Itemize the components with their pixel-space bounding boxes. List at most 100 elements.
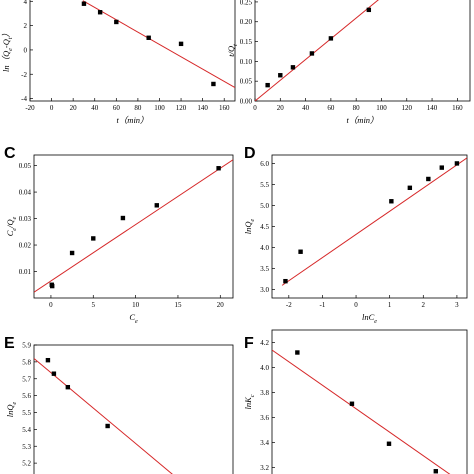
- y-axis-label: lnQe: [243, 218, 256, 234]
- y-tick-label: 5.0: [260, 202, 269, 210]
- data-point: [45, 357, 51, 363]
- y-tick-label: 5.6: [22, 392, 31, 400]
- data-point: [114, 19, 119, 25]
- panel-letter: C: [4, 145, 16, 162]
- panel-letter: E: [4, 335, 15, 352]
- x-tick-label: 60: [113, 104, 121, 112]
- plot-frame: [33, 154, 234, 299]
- data-point: [216, 166, 221, 171]
- data-point: [178, 41, 184, 47]
- x-tick-label: 60: [327, 104, 335, 112]
- y-tick-label: 0.05: [19, 162, 32, 170]
- data-point: [328, 36, 334, 41]
- x-tick-label: 0: [49, 301, 53, 309]
- y-tick-label: -2: [21, 71, 27, 79]
- data-point: [349, 401, 355, 406]
- x-tick-label: 10: [132, 301, 140, 309]
- y-tick-label: 0.25: [240, 0, 253, 6]
- fit-line: [34, 358, 173, 474]
- data-point: [407, 185, 413, 191]
- x-axis-label: lnCe: [362, 312, 377, 325]
- y-tick-label: 5.9: [22, 342, 31, 350]
- y-tick-label: 0.04: [19, 189, 32, 197]
- chart-panel-4: 3.0 3.5 4.0 4.5 5.0 5.5 6.0 -2 -1 0 1 2 3 lnCe lnQe D: [243, 145, 468, 325]
- y-tick-label: 0: [24, 46, 28, 54]
- data-point: [265, 82, 270, 88]
- x-tick-label: 100: [376, 104, 387, 112]
- x-tick-label: 120: [176, 104, 187, 112]
- data-point: [426, 176, 431, 182]
- data-point: [69, 250, 75, 256]
- data-point: [154, 203, 159, 208]
- y-tick-label: 5.4: [22, 426, 31, 434]
- x-tick-label: 2: [422, 301, 426, 309]
- y-tick-label: 5.8: [22, 358, 31, 366]
- x-tick-label: 20: [277, 104, 285, 112]
- x-tick-label: 0: [50, 104, 54, 112]
- fit-line: [82, 0, 235, 89]
- x-tick-label: 0: [253, 104, 257, 112]
- plot-data: [281, 157, 467, 286]
- x-tick-label: 80: [134, 104, 142, 112]
- y-tick-label: 3.6: [260, 414, 269, 422]
- x-tick-label: 15: [174, 301, 182, 309]
- data-point: [91, 236, 96, 241]
- y-tick-label: 3.2: [260, 464, 269, 472]
- y-tick-label: 5.5: [22, 409, 31, 417]
- data-point: [120, 215, 126, 221]
- y-axis-label: Ce/Qe: [5, 216, 18, 236]
- x-tick-label: 5: [92, 301, 96, 309]
- chart-panel-2: 0.00 0.05 0.10 0.15 0.20 0.25 0 20 40 60 80 100 120 1…: [226, 0, 471, 125]
- data-point: [389, 199, 394, 204]
- y-tick-label: 5.7: [22, 375, 31, 383]
- fit-line: [255, 0, 379, 101]
- y-tick-label: 0.10: [240, 58, 253, 66]
- plot-data: [34, 159, 233, 293]
- panel-letter: F: [244, 335, 254, 352]
- y-tick-label: 0.02: [19, 242, 32, 250]
- data-point: [309, 51, 315, 56]
- x-tick-label: 160: [219, 104, 230, 112]
- fit-line: [272, 349, 451, 474]
- x-tick-label: 3: [455, 301, 459, 309]
- panel-letter: D: [244, 145, 256, 162]
- data-point: [50, 283, 55, 289]
- y-tick-label: 4.0: [260, 244, 269, 252]
- y-tick-label: 0.00: [240, 98, 253, 106]
- x-tick-label: 160: [452, 104, 463, 112]
- data-point: [51, 371, 57, 376]
- plot-data: [272, 349, 451, 474]
- plot-data: [255, 0, 379, 101]
- data-point: [439, 165, 444, 170]
- data-point: [433, 469, 438, 474]
- x-tick-label: -20: [25, 104, 35, 112]
- y-tick-label: 5.2: [22, 460, 31, 468]
- plot-data: [81, 0, 235, 89]
- x-axis-label: t（min）: [116, 115, 148, 125]
- y-axis-label: lnKc: [243, 394, 256, 409]
- y-axis-label: t/Qt: [226, 44, 239, 57]
- data-point: [65, 384, 71, 390]
- data-point: [366, 7, 372, 13]
- y-tick-label: 3.4: [260, 439, 269, 447]
- x-tick-label: 1: [388, 301, 392, 309]
- chart-panel-6: 3.2 3.4 3.6 3.8 4.0 4.2 lnKc F: [243, 329, 468, 474]
- x-tick-label: 140: [427, 104, 438, 112]
- y-tick-label: 4.0: [260, 364, 269, 372]
- x-tick-label: 140: [197, 104, 208, 112]
- x-tick-label: 80: [353, 104, 361, 112]
- y-tick-label: 5.3: [22, 443, 31, 451]
- data-point: [278, 73, 283, 78]
- plot-frame: [29, 0, 236, 102]
- plot-frame: [254, 0, 471, 102]
- x-tick-label: -2: [286, 301, 292, 309]
- y-tick-label: 0.03: [19, 215, 32, 223]
- x-tick-label: 20: [217, 301, 225, 309]
- y-tick-label: -4: [21, 95, 27, 103]
- x-tick-label: 20: [70, 104, 78, 112]
- x-tick-label: 40: [302, 104, 310, 112]
- y-tick-label: 0.05: [240, 78, 253, 86]
- y-tick-label: 0.15: [240, 38, 253, 46]
